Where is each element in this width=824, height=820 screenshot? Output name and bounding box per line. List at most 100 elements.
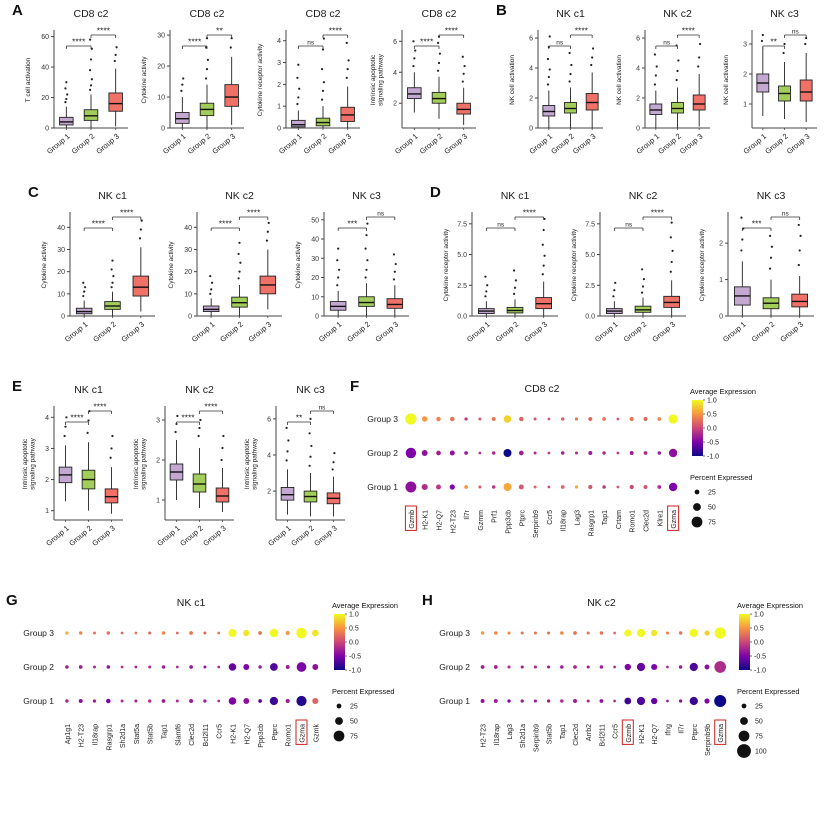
- svg-text:40: 40: [184, 225, 192, 232]
- svg-text:2: 2: [45, 477, 49, 484]
- svg-text:Rasgrp1: Rasgrp1: [106, 724, 113, 751]
- svg-text:Gzmb: Gzmb: [626, 724, 633, 743]
- svg-text:NK c2: NK c2: [663, 8, 692, 20]
- svg-text:30: 30: [311, 256, 319, 263]
- panel-G-charts: NK c1 Group 3 Group 2 Group 1 Ap1g1 H2-T23 Il1…: [14, 594, 418, 784]
- svg-text:ns: ns: [625, 222, 633, 229]
- svg-text:Group 3: Group 3: [442, 132, 469, 156]
- svg-text:ns: ns: [782, 211, 790, 218]
- svg-text:Cytokine activity: Cytokine activity: [168, 241, 175, 289]
- svg-text:Romo1: Romo1: [286, 724, 293, 747]
- svg-text:Klre1: Klre1: [657, 510, 664, 526]
- svg-text:Serpinb9: Serpinb9: [533, 724, 540, 752]
- svg-text:7.5: 7.5: [585, 221, 595, 228]
- svg-text:50: 50: [755, 719, 763, 726]
- svg-text:Group 1: Group 1: [393, 132, 420, 156]
- svg-text:Average Expression: Average Expression: [690, 387, 756, 396]
- svg-text:Intrinsic apoptotic: Intrinsic apoptotic: [22, 438, 29, 489]
- svg-text:1.0: 1.0: [349, 612, 359, 619]
- svg-text:5.0: 5.0: [585, 252, 595, 259]
- svg-text:ns: ns: [377, 211, 385, 218]
- svg-text:20: 20: [157, 64, 165, 71]
- svg-text:Group 3: Group 3: [94, 132, 121, 156]
- svg-text:H2-T23: H2-T23: [79, 724, 86, 747]
- svg-text:Group 2: Group 2: [622, 320, 649, 344]
- svg-text:1: 1: [45, 508, 49, 515]
- svg-text:Clec2d: Clec2d: [644, 510, 651, 532]
- svg-text:20: 20: [184, 269, 192, 276]
- svg-text:3: 3: [277, 60, 281, 67]
- svg-text:Gzmk: Gzmk: [313, 724, 320, 743]
- svg-text:75: 75: [708, 520, 716, 527]
- svg-text:Cytokine activity: Cytokine activity: [41, 241, 48, 289]
- svg-text:0.0: 0.0: [349, 640, 359, 647]
- svg-text:Intrinsic apoptotic: Intrinsic apoptotic: [133, 438, 140, 489]
- svg-text:Group 3: Group 3: [247, 320, 274, 344]
- svg-text:Il18rap: Il18rap: [494, 724, 501, 746]
- svg-text:Group 1: Group 1: [63, 320, 90, 344]
- svg-text:****: ****: [70, 413, 84, 423]
- svg-text:Group 1: Group 1: [742, 132, 769, 156]
- svg-text:Group 2: Group 2: [763, 132, 790, 156]
- svg-text:NK c3: NK c3: [296, 384, 325, 396]
- svg-text:NK c2: NK c2: [185, 384, 214, 396]
- svg-text:0.5: 0.5: [349, 626, 359, 633]
- svg-text:2: 2: [267, 489, 271, 496]
- svg-text:Arrb2: Arrb2: [586, 724, 593, 741]
- dotplot-legend: Average Expression 1.0 0.5 0.0 -0.5 -1.0 Perce…: [737, 601, 803, 758]
- boxplot-cd8-c2-intrinsic: CD8 c2 2 4 6 Intrinsic apoptotic signaling pa…: [370, 8, 476, 156]
- svg-text:ns: ns: [319, 405, 327, 412]
- svg-text:Group 1: Group 1: [23, 696, 54, 706]
- svg-text:Ppp3cb: Ppp3cb: [258, 724, 265, 748]
- svg-text:-0.5: -0.5: [707, 440, 719, 447]
- svg-text:5.0: 5.0: [457, 252, 467, 259]
- svg-text:H2-K1: H2-K1: [639, 724, 646, 744]
- svg-text:Group 1: Group 1: [367, 482, 398, 492]
- svg-text:2: 2: [719, 241, 723, 248]
- svg-text:60: 60: [41, 34, 49, 41]
- svg-text:3: 3: [45, 446, 49, 453]
- svg-text:NK cell activation: NK cell activation: [616, 55, 623, 105]
- panel-C: C NK c1 0 10 20 30 40 Cytokine activity Group 1…: [28, 184, 417, 364]
- dotplot-legend: Average Expression 1.0 0.5 0.0 -0.5 -1.0 Perce…: [332, 601, 398, 742]
- svg-text:10: 10: [311, 294, 319, 301]
- boxplot-nk-c3-cytokine: NK c3 0 10 20 30 40 50 Cytokine activity Group 1…: [295, 190, 409, 344]
- svg-text:40: 40: [57, 225, 65, 232]
- svg-text:4: 4: [45, 415, 49, 422]
- svg-text:H2-K1: H2-K1: [231, 724, 238, 744]
- svg-text:signaling pathway: signaling pathway: [252, 437, 259, 489]
- svg-text:****: ****: [120, 208, 134, 218]
- svg-text:2: 2: [393, 101, 397, 108]
- svg-text:3: 3: [743, 42, 747, 49]
- svg-text:Gzmm: Gzmm: [478, 510, 485, 531]
- svg-text:0.5: 0.5: [754, 626, 764, 633]
- svg-text:ns: ns: [307, 40, 315, 47]
- dotplot-nk-c1: NK c1 Group 3 Group 2 Group 1 Ap1g1 H2-T23 Il1…: [23, 597, 320, 751]
- svg-text:Stat5b: Stat5b: [547, 724, 554, 744]
- svg-text:Group 3: Group 3: [678, 132, 705, 156]
- svg-text:CD8 c2: CD8 c2: [305, 8, 340, 20]
- svg-text:25: 25: [755, 704, 763, 711]
- svg-text:****: ****: [181, 413, 195, 423]
- svg-text:Group 2: Group 2: [91, 320, 118, 344]
- boxplot-nk-c1-intrinsic: NK c1 1 2 3 4 Intrinsic apoptotic signaling pa…: [22, 384, 123, 548]
- svg-text:Group 2: Group 2: [67, 524, 94, 548]
- svg-text:Serpinb9: Serpinb9: [533, 510, 540, 538]
- svg-text:H2-K1: H2-K1: [423, 510, 430, 530]
- svg-text:Gzmb: Gzmb: [409, 510, 416, 529]
- svg-text:Group 3: Group 3: [367, 414, 398, 424]
- svg-text:****: ****: [219, 219, 233, 229]
- boxplot-nk-c2-cytokine: NK c2 0.0 2.5 5.0 7.5 Cytokine receptor activ…: [571, 190, 686, 344]
- svg-text:Intrinsic apoptotic: Intrinsic apoptotic: [370, 54, 377, 105]
- svg-text:Group 1: Group 1: [190, 320, 217, 344]
- svg-text:Group 3: Group 3: [439, 628, 470, 638]
- svg-text:75: 75: [350, 734, 358, 741]
- svg-text:Crtam: Crtam: [616, 510, 623, 529]
- svg-text:4: 4: [529, 66, 533, 73]
- svg-text:NK c3: NK c3: [352, 190, 381, 202]
- svg-text:Group 2: Group 2: [439, 662, 470, 672]
- svg-text:0: 0: [188, 314, 192, 321]
- svg-text:Cytokine activity: Cytokine activity: [295, 241, 302, 289]
- svg-text:H2-Q7: H2-Q7: [652, 724, 659, 745]
- svg-text:50: 50: [350, 719, 358, 726]
